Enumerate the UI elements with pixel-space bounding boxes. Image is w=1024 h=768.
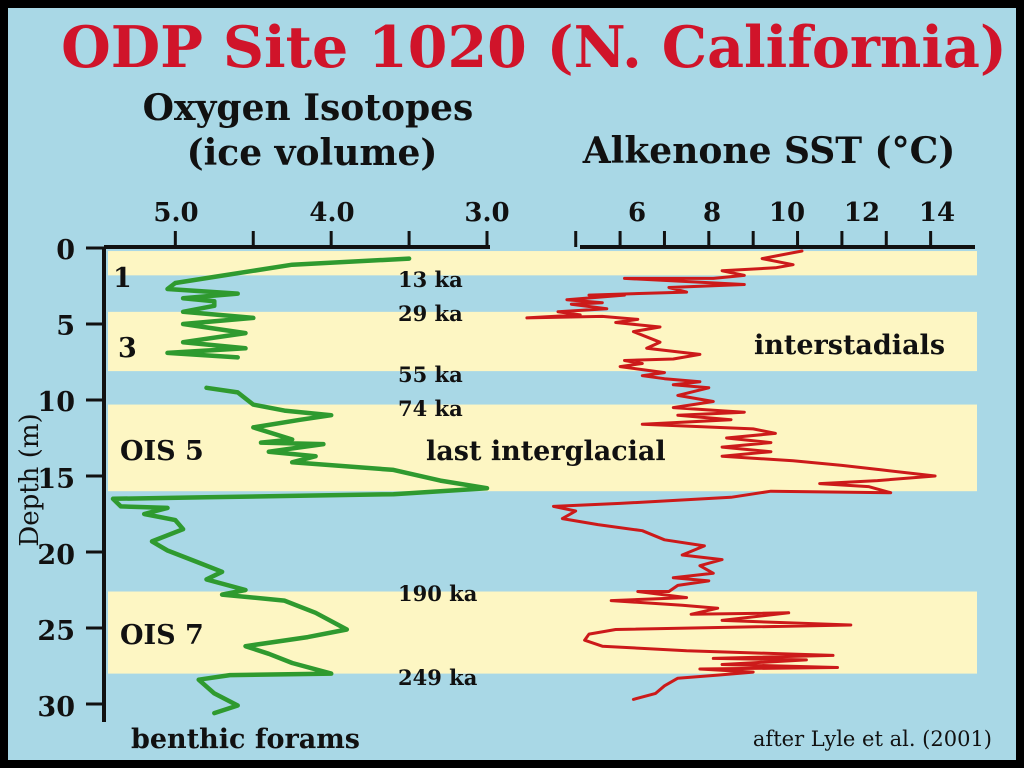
- stage-bands: [108, 251, 977, 674]
- y-axis-label: Depth (m): [15, 413, 45, 546]
- age-label: 29 ka: [398, 301, 463, 326]
- sst-tick-label: 6: [628, 198, 646, 228]
- sst-tick-label: 10: [769, 198, 805, 228]
- band-label-ois7: OIS 7: [120, 620, 204, 651]
- axes: [102, 245, 975, 722]
- figure-title: ODP Site 1020 (N. California): [61, 14, 1007, 81]
- sst-tick-label: 8: [703, 198, 721, 228]
- depth-tick-label: 5: [56, 311, 75, 342]
- age-label: 249 ka: [398, 665, 478, 690]
- depth-tick-label: 20: [37, 540, 75, 571]
- age-label: 13 ka: [398, 267, 463, 292]
- sst-series: [525, 249, 937, 701]
- interstadials-annotation: interstadials: [754, 330, 945, 361]
- band-label-ois5: OIS 5: [120, 436, 204, 467]
- oxygen-isotope-line: [110, 385, 490, 716]
- oxygen-title-line2: (ice volume): [187, 132, 438, 174]
- stage-band: [108, 591, 977, 674]
- benthic-forams-label: benthic forams: [131, 724, 360, 755]
- depth-tick-label: 30: [37, 692, 75, 723]
- alkenone-sst-line: [525, 249, 937, 701]
- depth-tick-labels: 0 5 10 15 20 25 30: [37, 235, 75, 723]
- band-label-1: 1: [113, 263, 132, 294]
- oxygen-isotope-line: [165, 256, 412, 360]
- sst-title: Alkenone SST (°C): [582, 130, 956, 172]
- depth-tick-label: 0: [56, 235, 75, 266]
- stage-band: [108, 311, 977, 372]
- oxygen-tick-label: 4.0: [309, 198, 354, 228]
- credit-label: after Lyle et al. (2001): [753, 727, 992, 751]
- band-label-3: 3: [118, 333, 137, 364]
- depth-tick-label: 25: [37, 616, 75, 647]
- sst-tick-label: 14: [919, 198, 955, 228]
- age-label: 74 ka: [398, 396, 463, 421]
- depth-tick-label: 10: [37, 387, 75, 418]
- stage-band: [108, 404, 977, 492]
- oxygen-tick-label: 3.0: [464, 198, 509, 228]
- oxygen-title-line1: Oxygen Isotopes: [143, 87, 474, 129]
- sst-tick-labels: 6 8 10 12 14: [628, 198, 955, 228]
- sst-tick-label: 12: [844, 198, 880, 228]
- oxygen-series: [110, 256, 490, 716]
- age-label: 190 ka: [398, 581, 478, 606]
- depth-tick-label: 15: [37, 464, 75, 495]
- tick-marks: [86, 231, 933, 706]
- oxygen-tick-label: 5.0: [153, 198, 198, 228]
- oxygen-tick-labels: 5.0 4.0 3.0: [153, 198, 509, 228]
- age-label: 55 ka: [398, 362, 463, 387]
- last-interglacial-annotation: last interglacial: [426, 436, 666, 467]
